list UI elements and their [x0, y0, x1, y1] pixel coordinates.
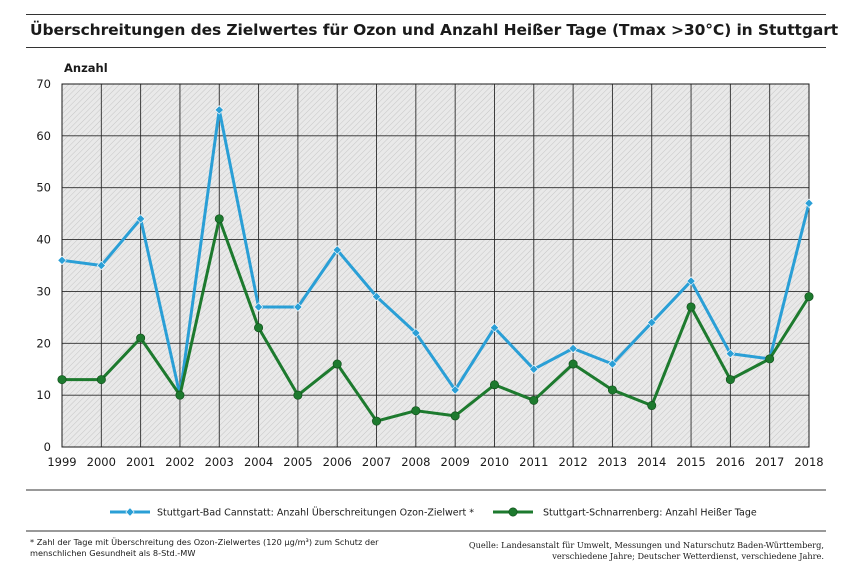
- data-point: [57, 375, 67, 385]
- x-tick-label: 2013: [598, 455, 627, 469]
- y-tick-label: 30: [36, 284, 51, 298]
- y-axis-label: Anzahl: [64, 61, 108, 75]
- plot-frame: [61, 83, 810, 448]
- y-axis: 0 10 20 30 40 50 60 70: [36, 77, 51, 454]
- y-tick-label: 70: [36, 77, 51, 91]
- legend-marker-2: [508, 507, 518, 517]
- x-tick-label: 2007: [362, 455, 391, 469]
- x-tick-label: 1999: [47, 455, 76, 469]
- data-point: [96, 260, 106, 271]
- title-rule: [26, 47, 826, 48]
- data-point: [568, 359, 578, 369]
- x-tick-label: 2001: [126, 455, 155, 469]
- series-layer: [57, 105, 814, 426]
- data-point: [254, 323, 264, 333]
- data-point: [725, 375, 735, 385]
- legend-label-2: Stuttgart-Schnarrenberg: Anzahl Heißer T…: [543, 508, 757, 519]
- data-point: [293, 302, 303, 312]
- x-tick-label: 2000: [87, 455, 116, 469]
- data-point: [214, 105, 224, 115]
- series-line-1: [61, 108, 811, 397]
- footnote: * Zahl der Tage mit Überschreitung des O…: [30, 537, 379, 558]
- data-point: [411, 406, 421, 416]
- data-point: [725, 349, 735, 359]
- data-point: [529, 364, 539, 374]
- y-tick-label: 50: [36, 181, 51, 195]
- x-tick-label: 2012: [558, 455, 587, 469]
- data-point: [293, 390, 303, 400]
- legend: Stuttgart-Bad Cannstatt: Anzahl Überschr…: [110, 507, 757, 519]
- x-tick-label: 2003: [205, 455, 234, 469]
- x-axis: 1999 2000 2001 2002 2003 2004 2005 2006 2007 2008…: [47, 455, 823, 469]
- x-tick-label: 2017: [755, 455, 784, 469]
- data-point: [647, 317, 657, 328]
- data-point: [371, 291, 382, 302]
- data-point: [765, 354, 775, 364]
- data-point: [175, 390, 185, 400]
- data-point: [804, 198, 814, 208]
- data-point: [607, 385, 617, 395]
- data-point: [529, 395, 539, 405]
- x-tick-label: 2004: [244, 455, 273, 469]
- data-point: [568, 343, 578, 354]
- data-point: [253, 302, 264, 312]
- data-point: [57, 255, 67, 265]
- y-tick-label: 20: [36, 336, 51, 350]
- data-point: [489, 323, 500, 333]
- x-tick-label: 2002: [165, 455, 194, 469]
- data-point: [332, 245, 342, 255]
- y-tick-label: 0: [44, 440, 51, 454]
- data-point: [372, 416, 382, 426]
- x-tick-label: 2018: [794, 455, 823, 469]
- x-tick-label: 2016: [716, 455, 745, 469]
- x-tick-label: 2014: [637, 455, 666, 469]
- plot-area: [62, 84, 809, 447]
- source-note: Quelle: Landesanstalt für Umwelt, Messun…: [468, 540, 824, 561]
- data-point: [411, 328, 421, 338]
- x-tick-label: 2011: [519, 455, 548, 469]
- y-tick-label: 10: [36, 388, 51, 402]
- data-point: [332, 359, 342, 369]
- data-point: [607, 359, 618, 369]
- x-tick-label: 2006: [323, 455, 352, 469]
- legend-label-1: Stuttgart-Bad Cannstatt: Anzahl Überschr…: [157, 508, 474, 519]
- y-tick-label: 40: [36, 233, 51, 247]
- data-point: [96, 375, 106, 385]
- top-rule: [26, 14, 826, 15]
- data-point: [647, 401, 657, 411]
- x-tick-label: 2008: [401, 455, 430, 469]
- x-tick-label: 2005: [283, 455, 312, 469]
- data-point: [804, 292, 814, 302]
- chart-title: Überschreitungen des Zielwertes für Ozon…: [30, 21, 839, 39]
- x-tick-label: 2010: [480, 455, 509, 469]
- legend-marker-1: [125, 507, 135, 517]
- data-point: [450, 385, 460, 395]
- series-line-2: [62, 217, 811, 423]
- data-point: [450, 411, 460, 421]
- x-tick-label: 2009: [441, 455, 470, 469]
- data-point: [489, 380, 499, 390]
- data-point: [686, 302, 696, 312]
- data-point: [136, 214, 146, 224]
- data-point: [214, 214, 224, 224]
- x-tick-label: 2015: [676, 455, 705, 469]
- y-tick-label: 60: [36, 129, 51, 143]
- data-point: [686, 276, 696, 286]
- data-point: [136, 333, 146, 343]
